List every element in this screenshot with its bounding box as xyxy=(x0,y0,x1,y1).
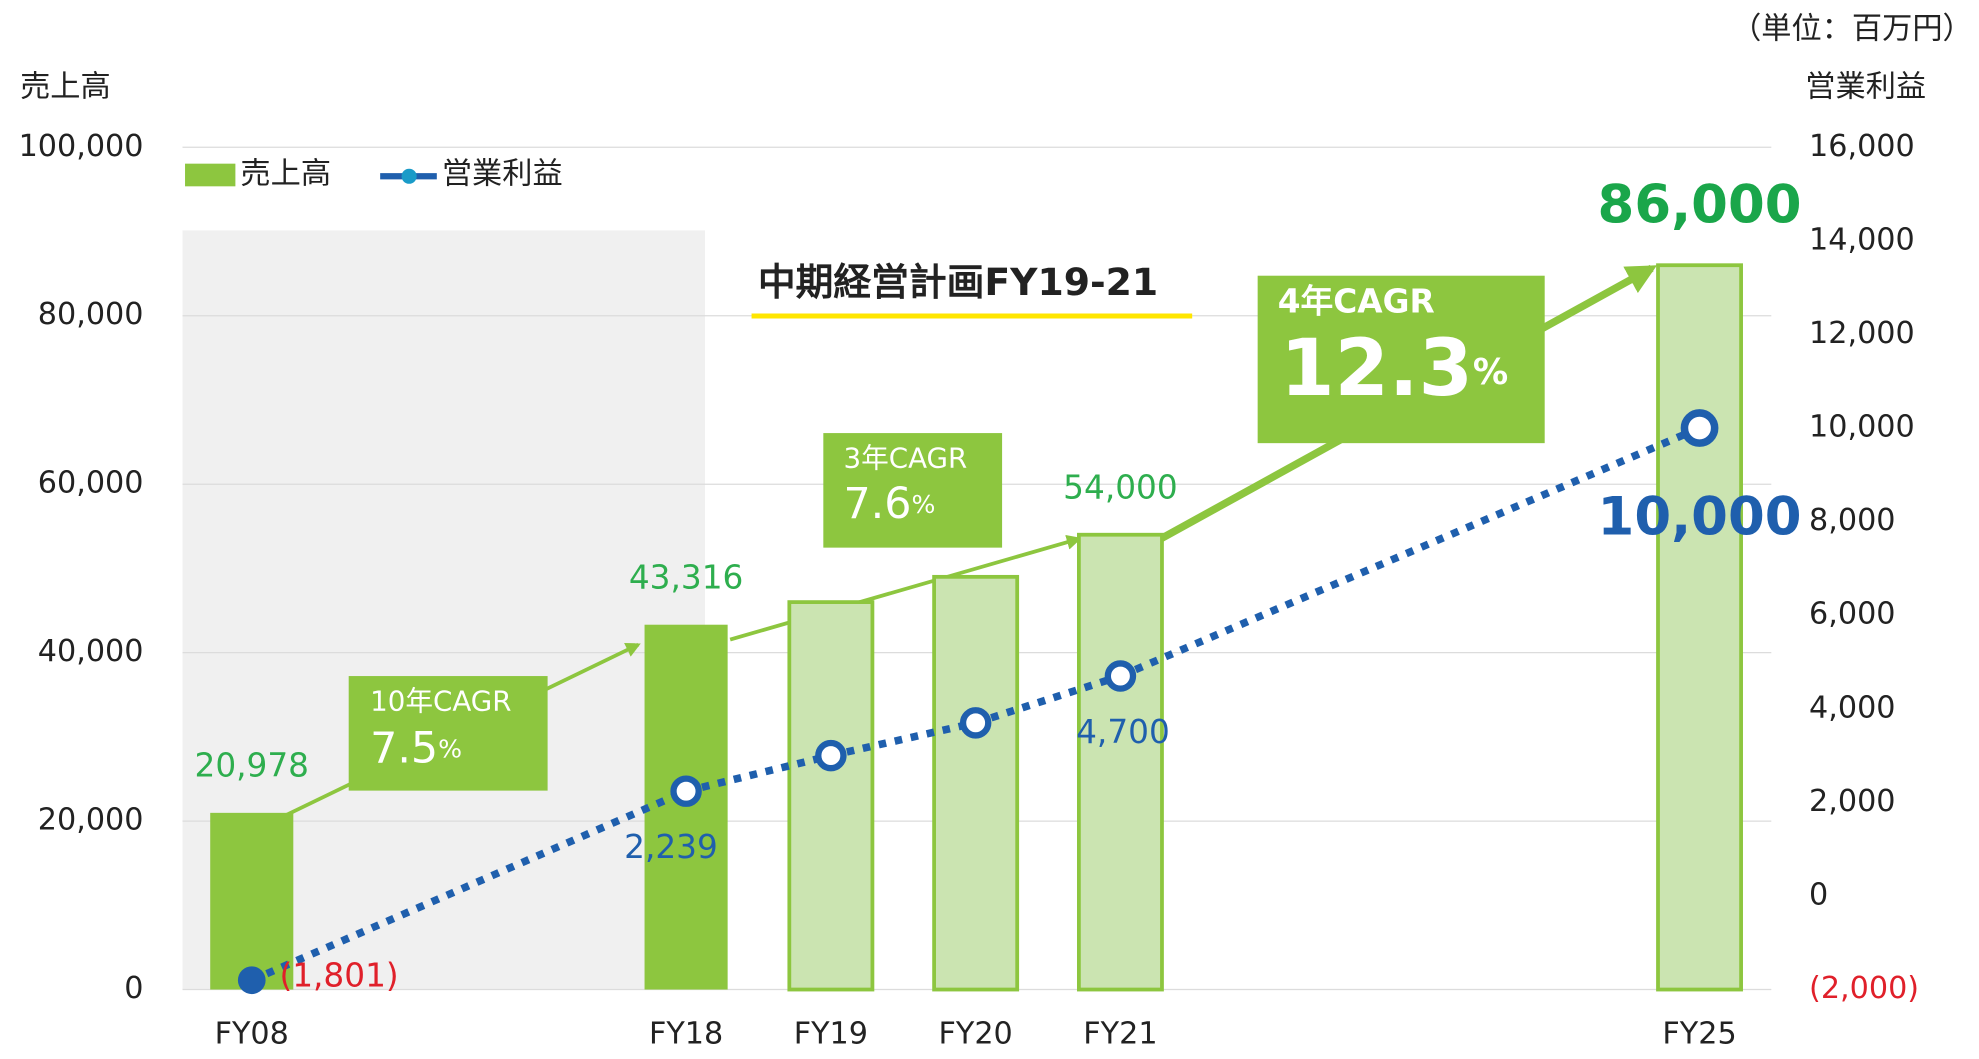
value-label: 20,978 xyxy=(195,747,309,785)
bar xyxy=(932,574,1020,992)
y-tick-label: 60,000 xyxy=(38,466,144,501)
y2-tick-label: (2,000) xyxy=(1809,971,1919,1006)
arrow xyxy=(729,534,1082,642)
annotation: 中期経営計画FY19-21 xyxy=(758,260,1158,304)
cagr-box xyxy=(823,433,1003,548)
y2-tick-label: 14,000 xyxy=(1809,222,1915,257)
cagr-box xyxy=(1257,275,1545,444)
cagr-label: 4年CAGR xyxy=(1278,282,1435,320)
cagr-value: 7.6% xyxy=(843,479,935,529)
cagr-label: 10年CAGR xyxy=(370,684,511,717)
x-tick-label: FY19 xyxy=(794,1016,868,1051)
marker xyxy=(670,775,702,807)
value-label: 54,000 xyxy=(1063,468,1177,506)
legend-label: 売上高 xyxy=(240,156,331,191)
cagr-value: 12.3% xyxy=(1280,324,1508,414)
cagr-label: 3年CAGR xyxy=(843,442,967,475)
value-label: 10,000 xyxy=(1598,487,1802,548)
y-tick-label: 80,000 xyxy=(38,297,144,332)
y2-tick-label: 0 xyxy=(1809,877,1828,912)
marker xyxy=(237,966,266,995)
bar xyxy=(210,812,294,990)
marker xyxy=(1104,660,1137,692)
marker xyxy=(815,739,847,772)
bar xyxy=(644,624,728,990)
value-label: 86,000 xyxy=(1598,174,1802,235)
y2-tick-label: 8,000 xyxy=(1809,503,1895,538)
y2-axis-label: 営業利益 xyxy=(1805,70,1926,105)
legend-label: 営業利益 xyxy=(442,156,563,191)
x-tick-label: FY20 xyxy=(939,1016,1013,1051)
value-label: 43,316 xyxy=(629,558,743,596)
x-tick-label: FY21 xyxy=(1083,1016,1157,1051)
x-tick-label: FY25 xyxy=(1662,1016,1736,1051)
marker xyxy=(1680,409,1719,447)
y-tick-label: 100,000 xyxy=(19,129,144,164)
line xyxy=(1118,424,1702,680)
value-label: 4,700 xyxy=(1076,713,1170,751)
y2-tick-label: 6,000 xyxy=(1809,597,1895,632)
y-tick-label: 20,000 xyxy=(38,803,144,838)
cagr-value: 7.5% xyxy=(370,723,462,773)
legend-swatch xyxy=(401,168,417,184)
y2-tick-label: 10,000 xyxy=(1809,410,1915,445)
bar xyxy=(1076,532,1164,992)
x-tick-label: FY18 xyxy=(649,1016,723,1051)
unit-note: （単位：百万円） xyxy=(1731,12,1973,47)
value-label: 2,239 xyxy=(624,828,718,866)
legend-swatch xyxy=(185,163,236,187)
marker xyxy=(959,707,992,739)
y2-tick-label: 4,000 xyxy=(1809,690,1895,725)
cagr-box xyxy=(348,676,548,791)
y-axis-label: 売上高 xyxy=(20,70,111,105)
y2-tick-label: 2,000 xyxy=(1809,784,1895,819)
y2-tick-label: 16,000 xyxy=(1809,129,1915,164)
line xyxy=(250,787,688,984)
bar xyxy=(1656,263,1743,992)
x-tick-label: FY08 xyxy=(215,1016,289,1051)
value-label: (1,801) xyxy=(279,957,398,995)
bar xyxy=(787,600,875,992)
y-tick-label: 0 xyxy=(124,971,143,1006)
y2-tick-label: 12,000 xyxy=(1809,316,1915,351)
y-tick-label: 40,000 xyxy=(38,634,144,669)
